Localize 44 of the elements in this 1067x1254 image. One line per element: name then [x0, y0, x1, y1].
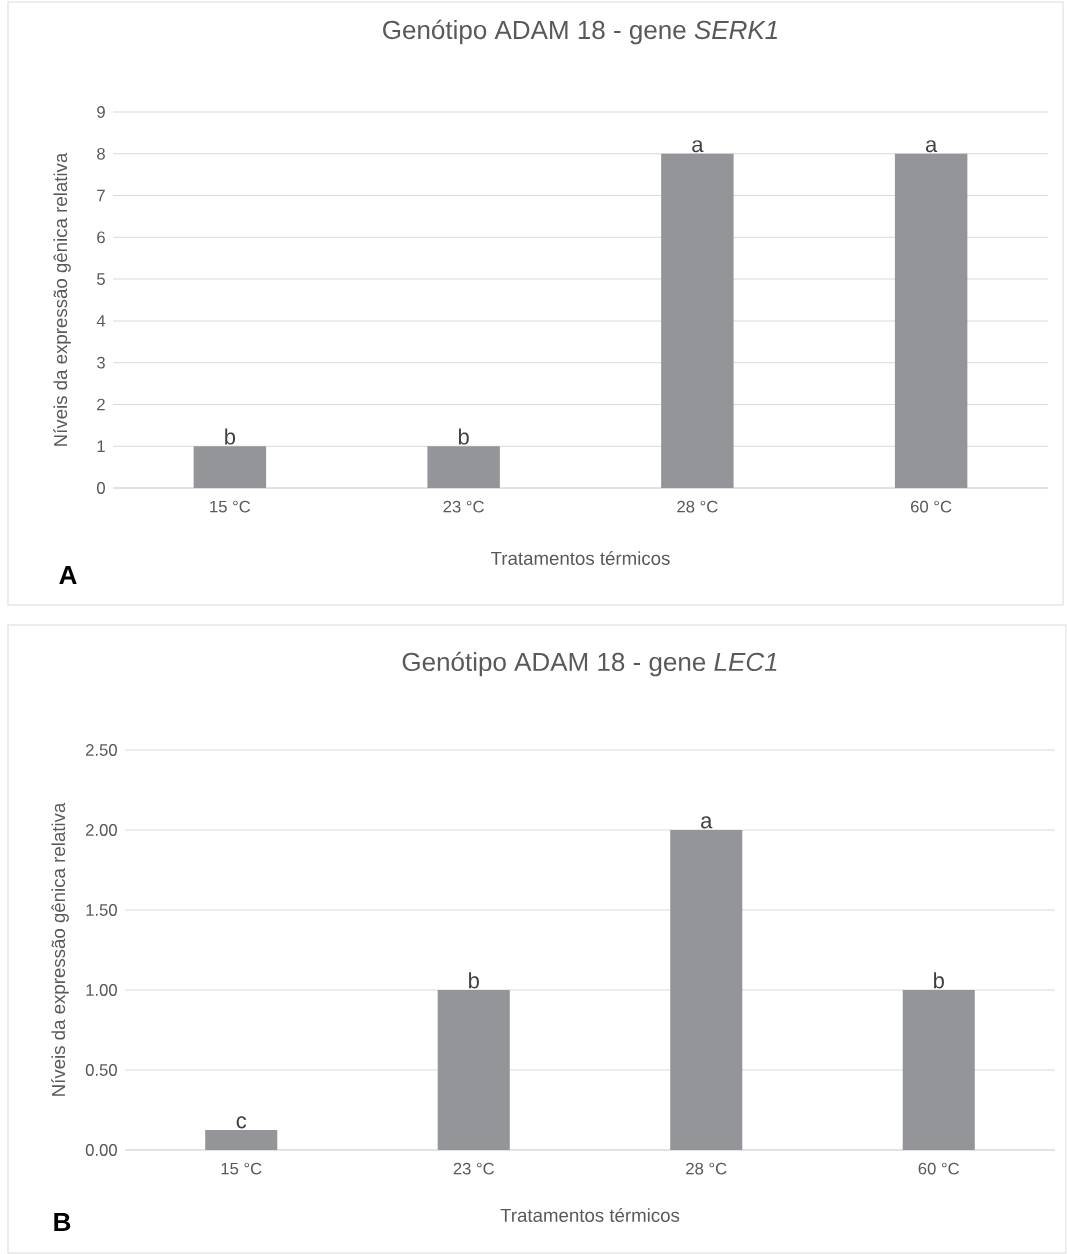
- x-tick-label: 28 °C: [677, 500, 718, 513]
- annotation: b: [225, 428, 236, 445]
- x-tick-label: 15 °C: [210, 500, 251, 513]
- annotation: b: [458, 428, 469, 445]
- y-tick-label: 8: [97, 147, 105, 160]
- annotation: a: [701, 816, 713, 829]
- y-axis-title: Níveis da expressão gênica relativa: [51, 802, 69, 1096]
- annotation: c: [236, 1116, 247, 1129]
- x-tick-label: 60 °C: [918, 1162, 960, 1175]
- y-tick-label: 2: [97, 398, 105, 411]
- annotation: a: [925, 140, 938, 153]
- text: B: [54, 1213, 71, 1231]
- x-tick-label: 23 °C: [453, 1162, 495, 1175]
- y-tick-label: 1.50: [86, 904, 117, 916]
- annotation: b: [469, 972, 479, 989]
- x-axis-title: Tratamentos térmicos: [491, 551, 670, 565]
- y-tick-label: 1.00: [86, 984, 117, 996]
- y-axis-title: Níveis da expressão gênica relativa: [53, 152, 71, 446]
- y-tick-label: 9: [97, 106, 105, 118]
- x-axis-title: Tratamentos térmicos: [500, 1208, 680, 1222]
- y-tick-label: 3: [96, 356, 105, 369]
- annotation: b: [934, 972, 944, 989]
- bar: [902, 990, 975, 1150]
- y-tick-label: 7: [97, 189, 105, 202]
- y-tick-label: 2.00: [86, 824, 117, 836]
- bar: [670, 830, 743, 1150]
- bar: [205, 1130, 278, 1150]
- x-tick-label: 28 °C: [686, 1162, 727, 1175]
- annotation: a: [692, 140, 704, 153]
- text: A: [59, 566, 77, 584]
- y-tick-label: 0.00: [85, 1144, 117, 1156]
- y-tick-label: 2.50: [86, 744, 117, 756]
- y-tick-label: 6: [97, 231, 105, 244]
- y-tick-label: 4: [96, 315, 106, 327]
- y-tick-label: 0.50: [85, 1064, 117, 1076]
- y-tick-label: 1: [97, 440, 105, 452]
- x-tick-label: 15 °C: [221, 1162, 262, 1175]
- chart-title: Genótipo ADAM 18 - gene SERK1: [383, 19, 777, 45]
- x-tick-label: 23 °C: [443, 500, 484, 513]
- chart-title: Genótipo ADAM 18 - gene LEC1: [402, 651, 777, 677]
- y-tick-label: 0: [97, 482, 105, 494]
- x-tick-label: 60 °C: [911, 500, 952, 513]
- bar: [437, 990, 510, 1150]
- y-tick-label: 5: [97, 273, 105, 285]
